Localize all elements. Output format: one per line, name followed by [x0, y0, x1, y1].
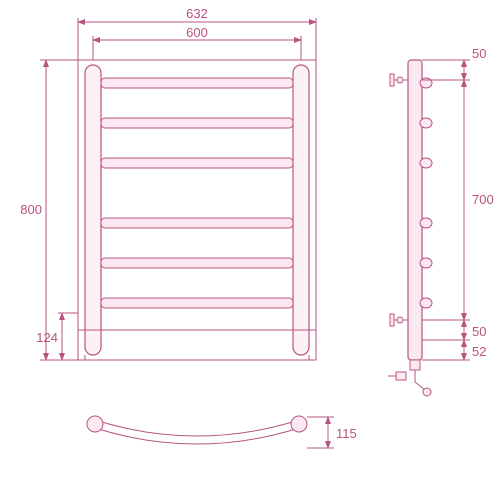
- bottom-fitting: [388, 360, 431, 396]
- dim-700: 700: [464, 80, 494, 320]
- dim-label-50a: 50: [472, 46, 486, 61]
- side-view: 50 700 50 52: [388, 46, 494, 396]
- dim-label-52: 52: [472, 344, 486, 359]
- dimension-drawing: 632 600 800 124: [0, 0, 500, 500]
- dim-600: 600: [93, 25, 301, 60]
- dim-label-700: 700: [472, 192, 494, 207]
- dim-52: 52: [464, 340, 486, 360]
- dim-115: 115: [307, 417, 357, 448]
- dim-label-632: 632: [186, 6, 208, 21]
- dim-label-600: 600: [186, 25, 208, 40]
- dim-label-50b: 50: [472, 324, 486, 339]
- dim-50-bottom: 50: [464, 320, 486, 340]
- dim-label-115: 115: [336, 426, 357, 441]
- top-view: 115: [87, 416, 357, 448]
- bracket-top: [390, 74, 408, 86]
- bracket-bottom: [390, 314, 408, 326]
- front-view: 632 600 800 124: [20, 6, 316, 360]
- dim-label-124: 124: [36, 330, 58, 345]
- dim-50-top: 50: [464, 46, 486, 80]
- dim-124: 124: [36, 313, 78, 360]
- dim-label-800: 800: [20, 202, 42, 217]
- dim-800: 800: [20, 60, 78, 360]
